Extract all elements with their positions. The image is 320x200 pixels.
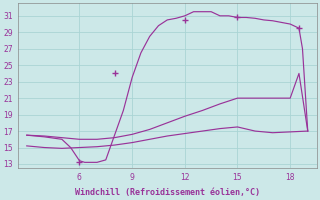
X-axis label: Windchill (Refroidissement éolien,°C): Windchill (Refroidissement éolien,°C) (75, 188, 260, 197)
